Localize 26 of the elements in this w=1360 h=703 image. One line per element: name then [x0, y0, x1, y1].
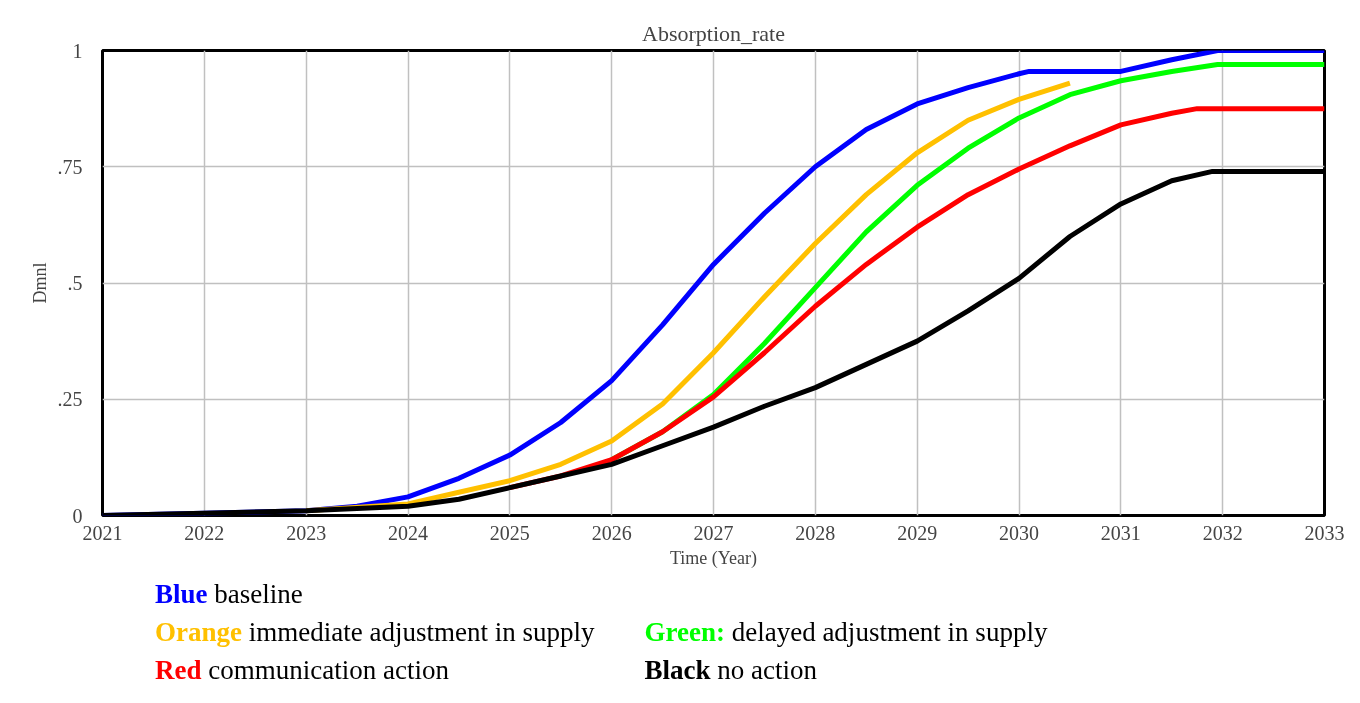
x-tick-label: 2029 — [897, 521, 938, 544]
text: Blue baseline — [155, 578, 304, 611]
text: Green: delayed adjustment in supply — [644, 616, 1049, 649]
x-tick-label: 2028 — [795, 521, 836, 544]
x-tick-label: 2024 — [388, 521, 428, 544]
x-tick-label: 2021 — [82, 521, 123, 544]
x-tick-label: 2025 — [489, 521, 530, 544]
x-tick-label: 2030 — [999, 521, 1039, 544]
chart-title: Absorption_rate — [642, 20, 785, 46]
y-tick-label: .75 — [57, 155, 83, 178]
text: Black no action — [644, 654, 818, 687]
y-tick-label: .25 — [57, 388, 83, 411]
x-axis-title: Time (Year) — [669, 547, 758, 569]
x-tick-label: 2033 — [1304, 521, 1345, 544]
x-tick-label: 2032 — [1202, 521, 1243, 544]
x-tick-label: 2023 — [286, 521, 327, 544]
x-tick-label: 2027 — [693, 521, 734, 544]
text: Red communication action — [155, 654, 450, 687]
y-tick-label: .5 — [67, 272, 83, 294]
y-axis-title: Dmnl — [29, 262, 50, 304]
x-tick-label: 2031 — [1100, 521, 1141, 544]
text: Orange immediate adjustment in supply — [155, 616, 596, 649]
x-tick-label: 2022 — [184, 521, 225, 544]
y-tick-label: 1 — [72, 39, 83, 62]
x-tick-label: 2026 — [591, 521, 632, 544]
y-tick-label: 0 — [72, 504, 83, 527]
